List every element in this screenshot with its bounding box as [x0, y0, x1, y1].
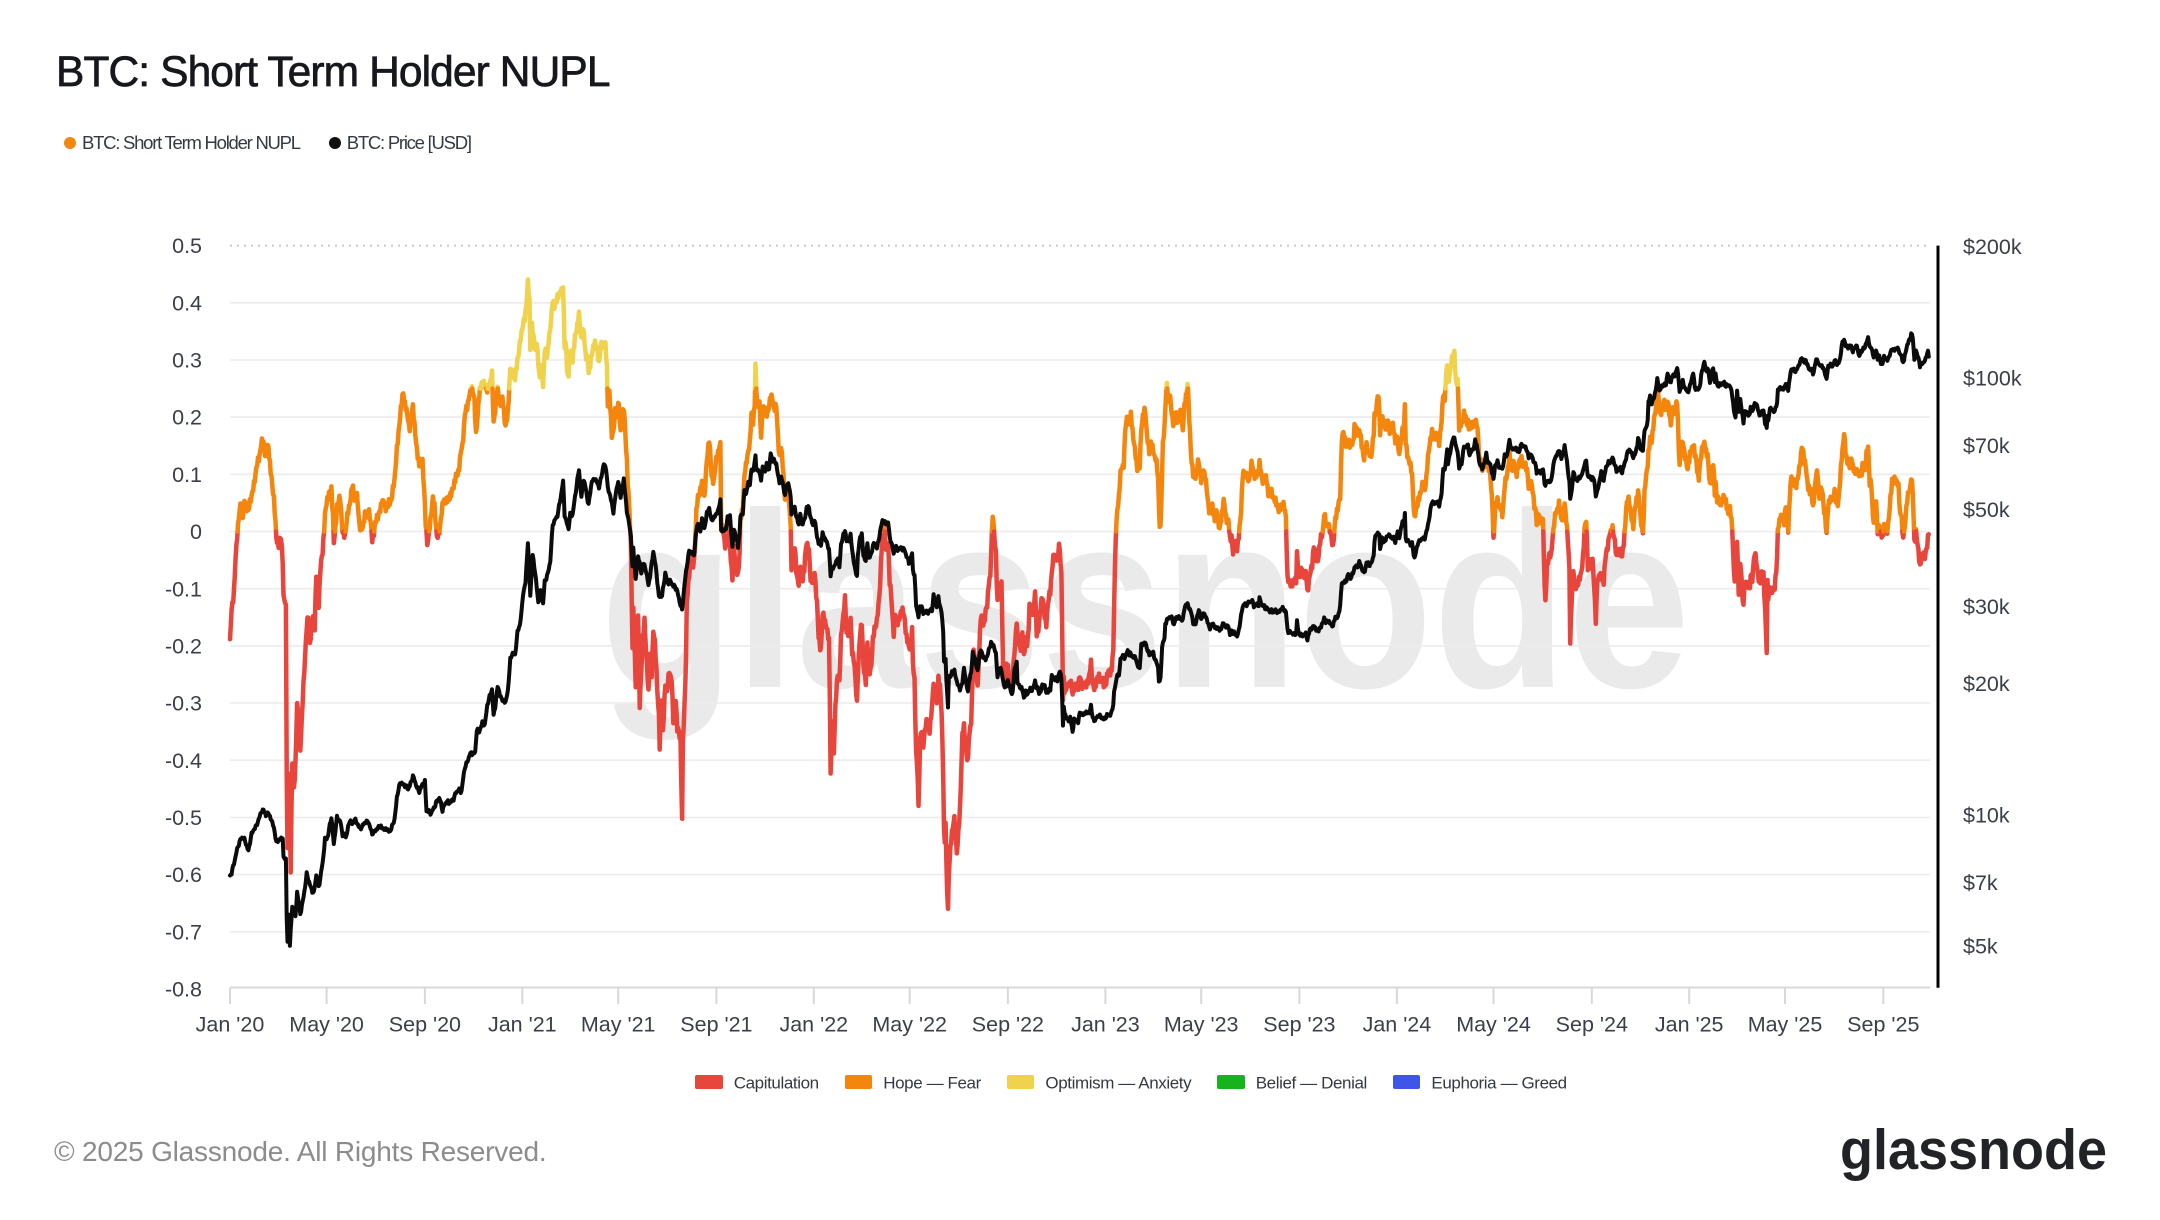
svg-text:0.1: 0.1 [172, 463, 202, 487]
svg-text:Jan '24: Jan '24 [1363, 1013, 1432, 1037]
svg-text:Sep '23: Sep '23 [1263, 1013, 1335, 1037]
svg-text:-0.3: -0.3 [165, 692, 202, 716]
svg-text:May '23: May '23 [1164, 1013, 1239, 1037]
svg-text:-0.7: -0.7 [165, 920, 202, 944]
svg-text:Jan '25: Jan '25 [1655, 1013, 1724, 1037]
svg-text:$10k: $10k [1963, 803, 2010, 827]
svg-text:-0.2: -0.2 [165, 635, 202, 659]
svg-text:$30k: $30k [1963, 595, 2010, 619]
svg-text:-0.8: -0.8 [165, 978, 202, 1002]
svg-text:May '22: May '22 [872, 1013, 947, 1037]
svg-text:Sep '24: Sep '24 [1556, 1013, 1628, 1037]
svg-text:$20k: $20k [1963, 672, 2010, 696]
svg-text:-0.4: -0.4 [165, 749, 202, 773]
svg-text:Sep '22: Sep '22 [972, 1013, 1044, 1037]
svg-text:May '24: May '24 [1456, 1013, 1531, 1037]
svg-text:0.3: 0.3 [172, 349, 202, 373]
svg-text:May '20: May '20 [289, 1013, 364, 1037]
svg-text:0.5: 0.5 [172, 234, 202, 258]
svg-text:$70k: $70k [1963, 434, 2010, 458]
svg-text:0.2: 0.2 [172, 406, 202, 430]
svg-text:$7k: $7k [1963, 871, 1998, 895]
svg-text:May '21: May '21 [581, 1013, 656, 1037]
svg-text:glassnode: glassnode [1840, 1118, 2107, 1182]
svg-text:Sep '20: Sep '20 [389, 1013, 461, 1037]
svg-text:$5k: $5k [1963, 935, 1998, 959]
svg-text:$200k: $200k [1963, 235, 2022, 259]
svg-text:Jan '21: Jan '21 [488, 1013, 557, 1037]
svg-text:May '25: May '25 [1748, 1013, 1823, 1037]
svg-text:$100k: $100k [1963, 367, 2022, 391]
svg-text:-0.6: -0.6 [165, 863, 202, 887]
svg-text:$50k: $50k [1963, 498, 2010, 522]
svg-text:-0.5: -0.5 [165, 806, 202, 830]
svg-text:Jan '22: Jan '22 [779, 1013, 848, 1037]
svg-text:Jan '20: Jan '20 [196, 1013, 265, 1037]
svg-text:Jan '23: Jan '23 [1071, 1013, 1140, 1037]
svg-text:0.4: 0.4 [172, 291, 202, 315]
svg-text:-0.1: -0.1 [165, 577, 202, 601]
svg-text:Sep '25: Sep '25 [1847, 1013, 1919, 1037]
svg-text:glassnode: glassnode [600, 461, 1690, 740]
svg-text:Sep '21: Sep '21 [680, 1013, 752, 1037]
svg-text:0: 0 [190, 520, 202, 544]
